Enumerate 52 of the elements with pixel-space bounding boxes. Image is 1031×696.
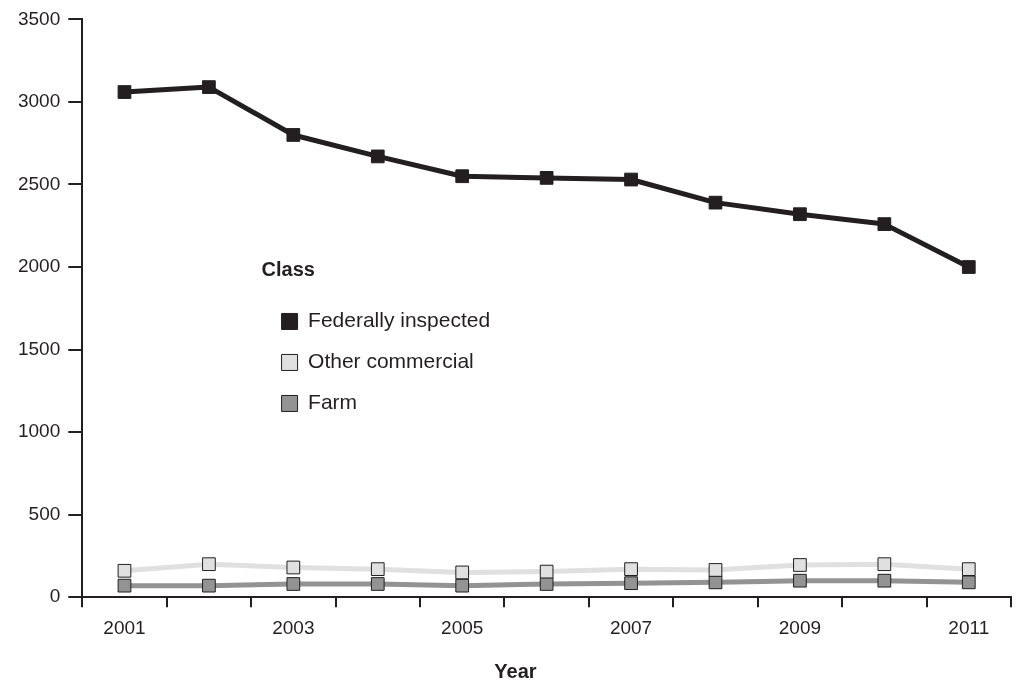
- y-tick-label: 1000: [17, 420, 61, 442]
- point: [202, 80, 216, 94]
- y-tick-label: 3000: [17, 90, 61, 112]
- point: [961, 562, 976, 576]
- point: [370, 562, 385, 576]
- point: [117, 578, 132, 593]
- x-tick-label: 2001: [103, 616, 146, 638]
- point: [539, 564, 554, 579]
- point: [539, 171, 554, 185]
- point: [624, 562, 638, 576]
- point: [539, 577, 554, 591]
- legend-label: Federally inspected: [308, 308, 491, 332]
- point: [877, 217, 892, 231]
- y-tick-label: 1500: [17, 337, 61, 359]
- x-tick-label: 2005: [441, 616, 484, 638]
- point: [286, 560, 301, 575]
- point: [455, 578, 470, 593]
- point: [370, 577, 385, 591]
- legend-title: Class: [261, 258, 315, 281]
- x-tick-label: 2003: [272, 616, 315, 638]
- point: [793, 573, 807, 588]
- point: [961, 260, 976, 274]
- point: [286, 128, 301, 142]
- x-tick-label: 2007: [609, 616, 653, 638]
- point: [708, 563, 723, 577]
- legend-label: Farm: [308, 390, 358, 414]
- point: [202, 578, 216, 593]
- point: [961, 575, 976, 590]
- point: [708, 575, 723, 590]
- y-tick-label: 2000: [17, 255, 61, 277]
- x-tick-label: 2009: [778, 616, 822, 638]
- point: [455, 565, 470, 580]
- point: [455, 169, 470, 184]
- point: [117, 85, 132, 99]
- point: [793, 207, 807, 222]
- x-tick-label: 2011: [948, 616, 990, 638]
- point: [202, 557, 216, 572]
- x-axis-title: Year: [493, 660, 538, 683]
- y-tick-label: 0: [49, 585, 61, 607]
- point: [117, 563, 132, 578]
- legend-label: Other commercial: [308, 349, 474, 373]
- point: [286, 577, 301, 591]
- y-tick-label: 500: [28, 502, 61, 524]
- y-tick-label: 2500: [17, 172, 61, 194]
- point: [708, 195, 723, 210]
- point: [624, 172, 638, 187]
- point: [624, 576, 638, 591]
- point: [877, 573, 892, 588]
- point: [370, 149, 385, 164]
- y-tick-label: 3500: [17, 7, 61, 29]
- point: [877, 557, 892, 572]
- point: [793, 558, 807, 572]
